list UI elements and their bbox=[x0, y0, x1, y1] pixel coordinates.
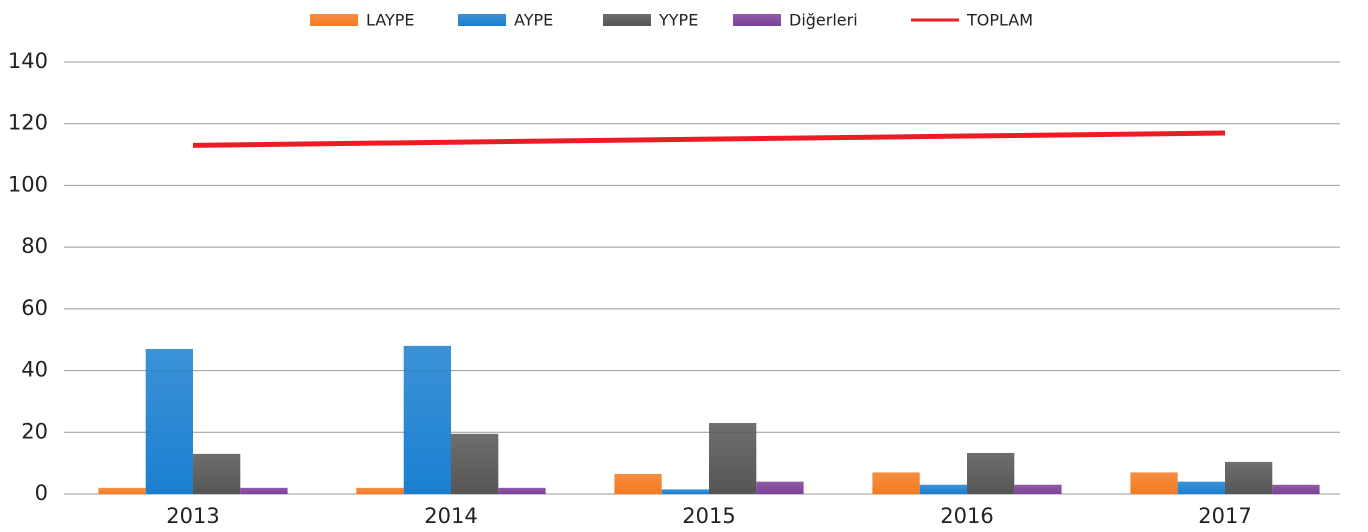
bar bbox=[451, 433, 499, 494]
bar bbox=[98, 487, 146, 494]
bar bbox=[193, 453, 241, 494]
legend-label: AYPE bbox=[514, 11, 553, 30]
bar bbox=[614, 473, 662, 494]
legend-label: LAYPE bbox=[366, 11, 415, 30]
legend-swatch bbox=[733, 14, 781, 26]
bar bbox=[919, 484, 967, 494]
bar bbox=[403, 345, 451, 494]
y-tick-label: 100 bbox=[8, 172, 48, 196]
bar bbox=[1014, 484, 1062, 494]
bar bbox=[498, 487, 546, 494]
x-tick-label: 2014 bbox=[424, 504, 477, 528]
bar bbox=[1130, 472, 1178, 494]
y-tick-label: 60 bbox=[21, 296, 48, 320]
legend-label: Diğerleri bbox=[789, 11, 858, 30]
y-tick-label: 0 bbox=[35, 481, 48, 505]
bar bbox=[240, 487, 288, 494]
bar bbox=[872, 472, 920, 494]
bar bbox=[709, 423, 757, 494]
y-tick-label: 20 bbox=[21, 419, 48, 443]
x-tick-label: 2015 bbox=[682, 504, 735, 528]
line bbox=[192, 130, 1226, 148]
bar bbox=[756, 481, 804, 494]
legend-label: TOPLAM bbox=[966, 11, 1033, 30]
legend-swatch bbox=[458, 14, 506, 26]
y-tick-label: 40 bbox=[21, 358, 48, 382]
y-tick-label: 80 bbox=[21, 234, 48, 258]
legend-label: YYPE bbox=[658, 11, 698, 30]
y-tick-label: 140 bbox=[8, 49, 48, 73]
legend-swatch bbox=[310, 14, 358, 26]
bar bbox=[145, 348, 193, 494]
x-tick-label: 2016 bbox=[940, 504, 993, 528]
bar bbox=[967, 452, 1015, 494]
bar bbox=[356, 487, 404, 494]
bar bbox=[661, 489, 709, 494]
legend-swatch bbox=[603, 14, 651, 26]
x-tick-label: 2013 bbox=[166, 504, 219, 528]
bar bbox=[1177, 481, 1225, 494]
bar bbox=[1225, 461, 1273, 494]
x-tick-label: 2017 bbox=[1198, 504, 1251, 528]
bar bbox=[1272, 484, 1320, 494]
y-tick-label: 120 bbox=[8, 111, 48, 135]
